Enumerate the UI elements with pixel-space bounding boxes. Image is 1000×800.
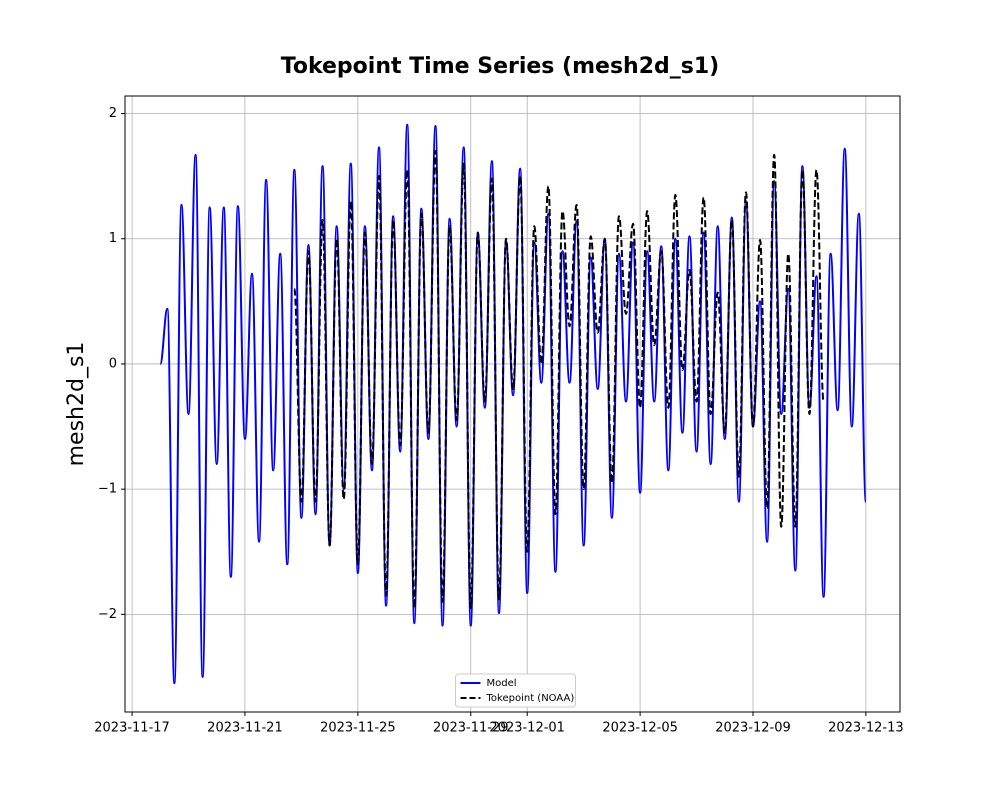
y-tick-label: 0 [109,356,117,371]
y-axis-label: mesh2d_s1 [64,342,89,467]
x-tick-label: 2023-12-13 [828,721,904,736]
x-tick-label: 2023-12-09 [715,721,791,736]
legend-label: Model [487,678,517,689]
legend-label: Tokepoint (NOAA) [486,693,575,704]
x-tick-label: 2023-11-25 [320,721,396,736]
x-tick-label: 2023-11-17 [94,721,170,736]
legend-box [455,673,576,708]
series-line [159,123,867,685]
plot-frame [124,95,901,713]
x-tick-label: 2023-11-29 [433,721,509,736]
x-tick-label: 2023-12-05 [602,721,678,736]
y-tick-label: −2 [98,607,117,622]
y-tick-label: 2 [109,106,117,121]
y-tick-label: 1 [109,231,117,246]
x-tick-label: 2023-12-01 [489,721,565,736]
chart-title: Tokepoint Time Series (mesh2d_s1) [281,54,719,79]
series-line [293,150,825,610]
x-tick-label: 2023-11-21 [207,721,283,736]
y-tick-label: −1 [98,482,117,497]
